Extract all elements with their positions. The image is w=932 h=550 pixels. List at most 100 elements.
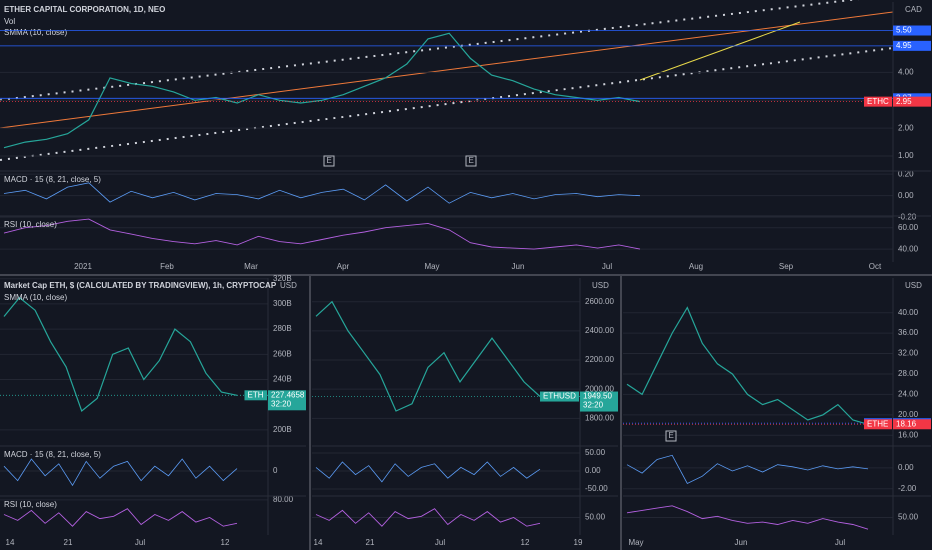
indicator-title: SMMA (10, close): [4, 293, 67, 302]
axis-label: 60.00: [898, 223, 919, 232]
axis-label: 4.00: [898, 67, 914, 76]
axis-label: 2200.00: [585, 355, 614, 364]
currency: USD: [280, 281, 297, 290]
date-label: 19: [574, 538, 583, 547]
price-tag-value: 2.95: [896, 97, 912, 106]
series-line: [3, 296, 238, 413]
price-tag: [893, 419, 931, 430]
price-tag: [893, 96, 931, 107]
panel-title: ETHER CAPITAL CORPORATION, 1D, NEO: [4, 5, 165, 14]
symbol-tag-name: ETHUSD: [543, 392, 576, 401]
price-tag-value: 227.4658: [271, 390, 305, 399]
earnings-marker-label: E: [469, 156, 474, 165]
indicator-title: SMMA (10, close): [4, 28, 67, 37]
axis-label: 300B: [273, 299, 292, 308]
series-line: [626, 306, 869, 425]
series-line: [3, 218, 641, 250]
date-label: Jul: [602, 262, 612, 271]
axis-label: 40.00: [898, 308, 919, 317]
axis-label: 16.00: [898, 430, 919, 439]
series-line: [626, 505, 869, 530]
price-tag: [893, 25, 931, 36]
date-label: Feb: [160, 262, 174, 271]
price-tag-value: 18.16: [896, 419, 917, 428]
symbol-tag-name: ETHC: [867, 97, 889, 106]
projection: [639, 21, 801, 81]
date-label: 2021: [74, 262, 92, 271]
axis-label: 1800.00: [585, 413, 614, 422]
axis-label: 0.20: [898, 169, 914, 178]
axis-label: 50.00: [585, 448, 606, 457]
axis-label: 28.00: [898, 369, 919, 378]
axis-label: 200B: [273, 425, 292, 434]
series-line: [626, 454, 869, 485]
series-line: [315, 461, 541, 483]
axis-label: 0: [273, 466, 278, 475]
indicator-title: MACD · 15 (8, 21, close, 5): [4, 175, 101, 184]
series-line: [3, 458, 238, 487]
axis-label: 0.00: [898, 463, 914, 472]
earnings-marker-label: E: [327, 156, 332, 165]
axis-label: 0.00: [898, 191, 914, 200]
panel-title: Market Cap ETH, $ (CALCULATED BY TRADING…: [4, 281, 277, 290]
date-label: Jun: [735, 538, 748, 547]
axis-label: 1.00: [898, 151, 914, 160]
date-label: 14: [314, 538, 323, 547]
currency: USD: [905, 281, 922, 290]
axis-label: 240B: [273, 375, 292, 384]
price-tag-value: 5.50: [896, 26, 912, 35]
date-label: Sep: [779, 262, 794, 271]
date-label: Jul: [435, 538, 445, 547]
symbol-tag: [540, 391, 579, 402]
indicator-title: RSI (10, close): [4, 500, 57, 509]
earnings-marker-label: E: [669, 431, 674, 440]
series-line: [3, 508, 238, 527]
price-tag: [268, 390, 306, 411]
axis-label: 0.00: [585, 466, 601, 475]
channel-mid: [0, 11, 894, 129]
axis-label: 32.00: [898, 349, 919, 358]
date-label: 14: [6, 538, 15, 547]
symbol-tag-name: ETH: [248, 390, 264, 399]
indicator-title: RSI (10, close): [4, 220, 57, 229]
axis-label: -50.00: [585, 484, 608, 493]
date-label: May: [628, 538, 643, 547]
series-line: [3, 32, 641, 149]
axis-label: 2400.00: [585, 326, 614, 335]
date-label: Apr: [337, 262, 350, 271]
axis-label: 2000.00: [585, 384, 614, 393]
channel-upper: [0, 0, 860, 101]
axis-label: 80.00: [273, 495, 294, 504]
indicator-title: Vol: [4, 17, 15, 26]
axis-label: 280B: [273, 324, 292, 333]
axis-label: 24.00: [898, 390, 919, 399]
axis-label: 20.00: [898, 410, 919, 419]
axis-label: 40.00: [898, 244, 919, 253]
price-tag-value: 4.95: [896, 41, 912, 50]
date-label: May: [424, 262, 439, 271]
date-label: 12: [221, 538, 230, 547]
axis-label: -2.00: [898, 484, 917, 493]
price-tag-timer: 32:20: [583, 401, 604, 410]
axis-label: -0.20: [898, 212, 917, 221]
price-tag-timer: 32:20: [271, 399, 292, 408]
symbol-tag: [864, 419, 892, 430]
currency: USD: [592, 281, 609, 290]
date-label: 21: [366, 538, 375, 547]
axis-label: 50.00: [898, 513, 919, 522]
price-tag-value: 1949.50: [583, 392, 612, 401]
channel-lower: [0, 47, 894, 161]
axis-label: 320B: [273, 274, 292, 283]
date-label: 12: [521, 538, 530, 547]
symbol-tag: [244, 390, 267, 401]
series-line: [315, 300, 541, 412]
price-tag: [580, 391, 618, 412]
indicator-title: MACD · 15 (8, 21, close, 5): [4, 450, 101, 459]
currency: CAD: [905, 5, 922, 14]
axis-label: 2600.00: [585, 297, 614, 306]
date-label: Jul: [135, 538, 145, 547]
axis-label: 50.00: [585, 513, 606, 522]
price-tag: [893, 40, 931, 51]
